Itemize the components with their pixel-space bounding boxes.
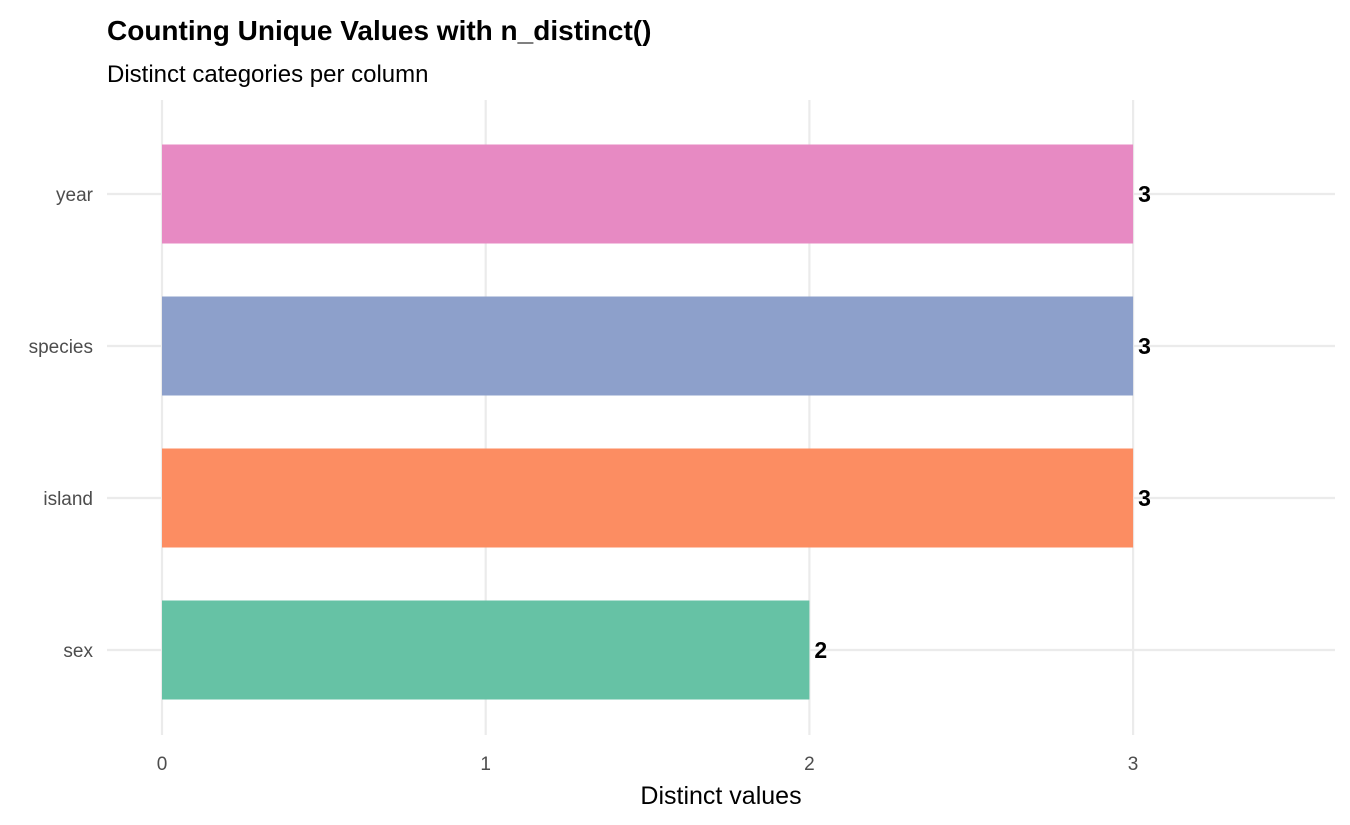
x-tick-label: 2: [804, 754, 815, 775]
x-axis-ticks: 0 1 2 3: [157, 754, 1139, 775]
bars: [162, 144, 1134, 700]
bar-year: [162, 144, 1134, 244]
y-tick-label: species: [29, 337, 93, 358]
data-label-sex: 2: [814, 637, 827, 663]
x-axis-title: Distinct values: [640, 782, 801, 810]
x-tick-label: 1: [480, 754, 491, 775]
y-tick-label: sex: [63, 641, 93, 662]
bar-island: [162, 448, 1134, 548]
x-tick-label: 3: [1128, 754, 1139, 775]
x-tick-label: 0: [157, 754, 168, 775]
y-tick-label: year: [56, 185, 94, 206]
data-label-year: 3: [1138, 181, 1151, 207]
bar-sex: [162, 600, 810, 700]
data-label-species: 3: [1138, 333, 1151, 359]
data-label-island: 3: [1138, 485, 1151, 511]
y-tick-label: island: [43, 489, 93, 510]
y-axis-ticks: sex island species year: [29, 185, 94, 662]
chart-title: Counting Unique Values with n_distinct(): [107, 15, 651, 46]
bar-species: [162, 296, 1134, 396]
chart-subtitle: Distinct categories per column: [107, 61, 428, 88]
data-labels: 2 3 3 3: [814, 181, 1150, 663]
